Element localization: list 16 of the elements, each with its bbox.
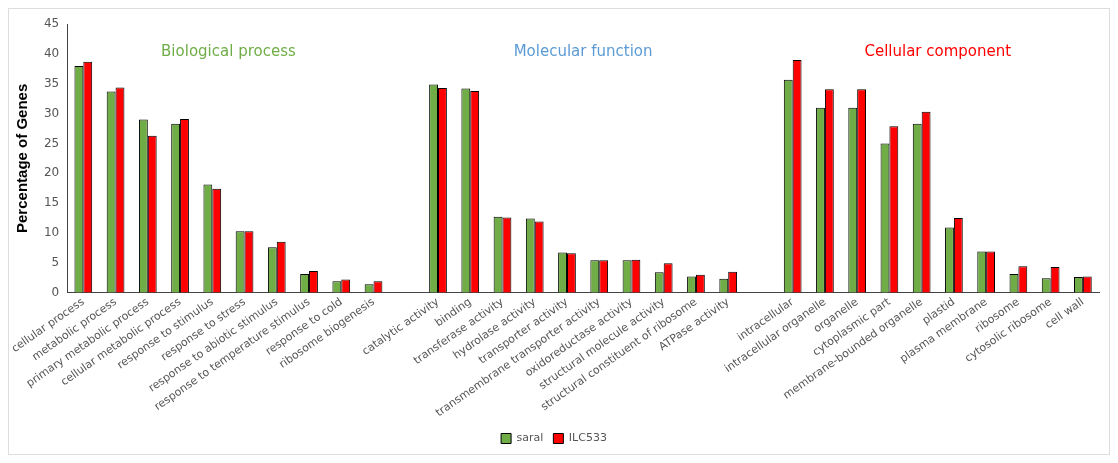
y-tick-label: 5 (51, 254, 60, 269)
annotation: Molecular function (513, 42, 653, 61)
y-tick-label: 25 (43, 135, 60, 150)
y-tick-label: 40 (43, 46, 60, 61)
y-tick-label: 15 (43, 195, 60, 210)
y-tick-label: 20 (43, 165, 60, 180)
y-tick-label: 35 (43, 75, 60, 90)
y-tick-label: 10 (43, 225, 60, 240)
y-tick-label: 45 (43, 16, 60, 31)
legend-label: ILC533 (568, 431, 607, 445)
annotation: Biological process (161, 42, 296, 61)
y-axis-title: Percentage of Genes (13, 83, 31, 233)
y-tick-label: 30 (43, 105, 60, 120)
y-tick-label: 0 (51, 284, 60, 299)
legend-label: saral (516, 431, 544, 445)
annotation: Cellular component (864, 42, 1012, 61)
